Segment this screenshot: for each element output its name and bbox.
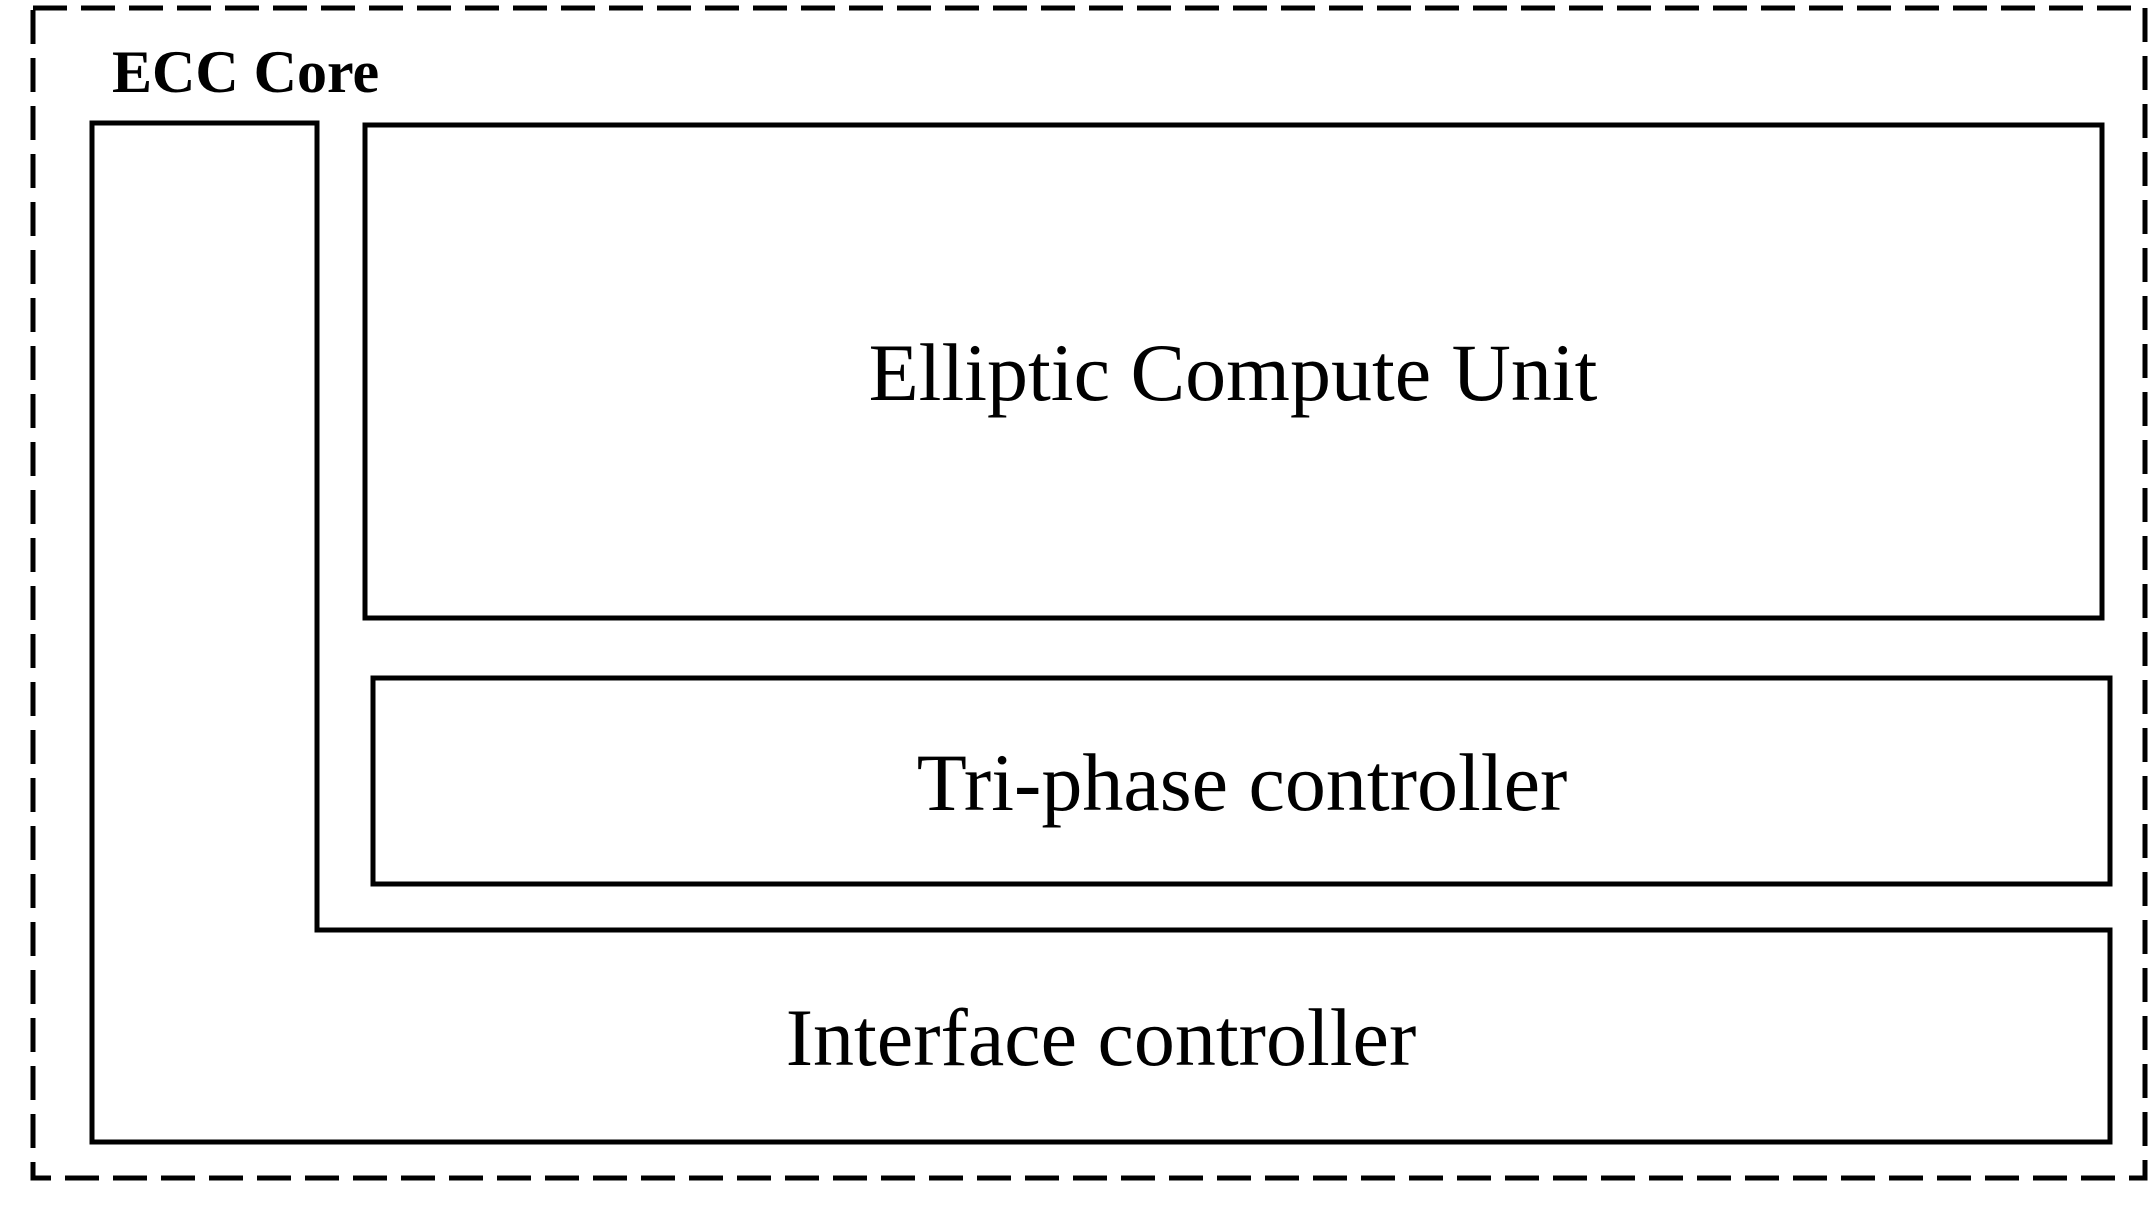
interface-controller-label: Interface controller: [786, 992, 1417, 1083]
ecc-core-title: ECC Core: [112, 39, 379, 105]
tri-phase-controller-block: [370, 675, 2113, 887]
ecc-core-boundary: [30, 5, 2148, 1181]
tri-phase-controller-label: Tri-phase controller: [917, 737, 1568, 828]
interface-controller-block: [89, 120, 2113, 1145]
elliptic-compute-unit-block: [362, 122, 2105, 621]
elliptic-compute-unit-label: Elliptic Compute Unit: [869, 327, 1598, 418]
